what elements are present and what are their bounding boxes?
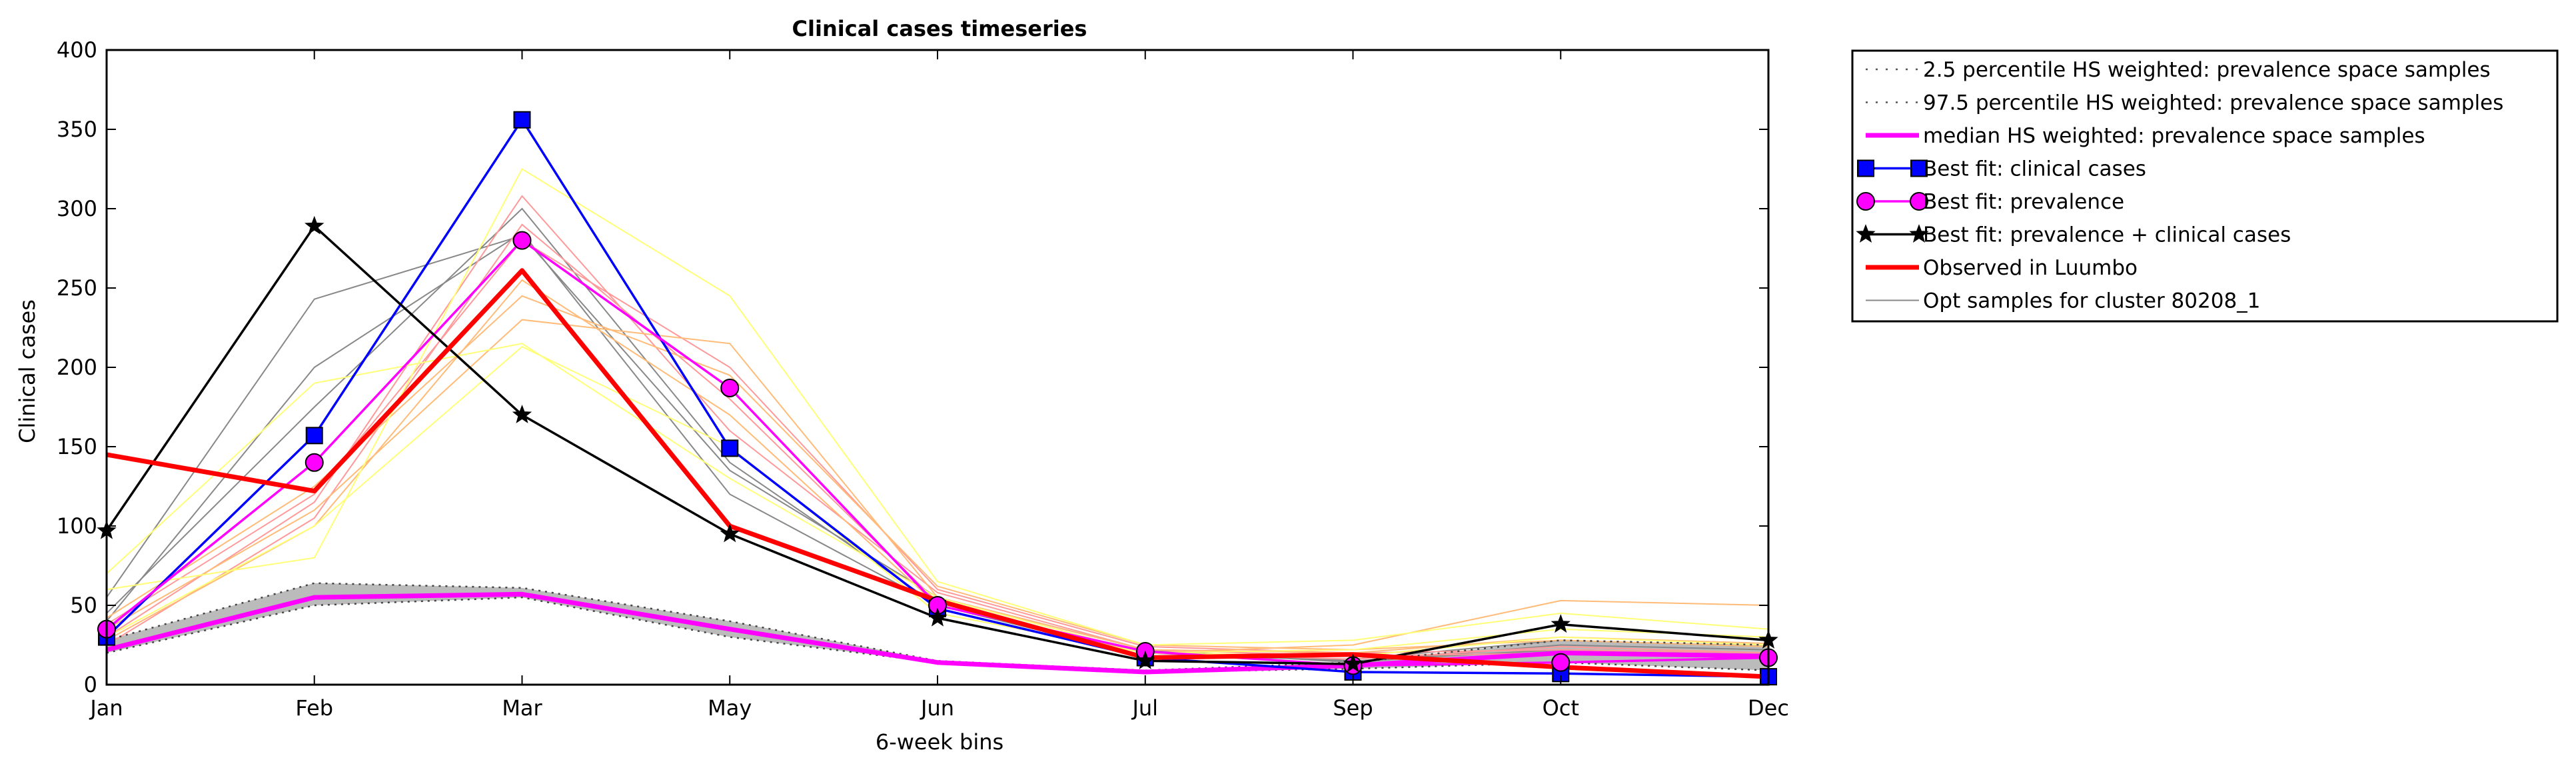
series-point-best_both-6 bbox=[1135, 650, 1155, 669]
x-axis-label: 6-week bins bbox=[876, 729, 1003, 755]
x-tick-label-Jan: Jan bbox=[89, 695, 123, 721]
series-point-best_both-8 bbox=[1551, 614, 1571, 633]
x-tick-label-Jun: Jun bbox=[920, 695, 954, 721]
x-tick-label-Mar: Mar bbox=[502, 695, 542, 721]
legend-marker-left-4 bbox=[1857, 159, 1874, 177]
sample-line-6 bbox=[106, 239, 1769, 654]
x-tick-label-Sep: Sep bbox=[1333, 695, 1373, 721]
series-point-best_both-4 bbox=[720, 523, 740, 543]
legend-label-3: median HS weighted: prevalence space sam… bbox=[1923, 124, 2425, 148]
legend-label-8: Opt samples for cluster 80208_1 bbox=[1923, 289, 2260, 313]
legend-marker-right-5 bbox=[1910, 192, 1928, 211]
series-point-best_prevalence-2 bbox=[305, 453, 324, 472]
x-tick-label-May: May bbox=[708, 695, 752, 721]
x-tick-label-Dec: Dec bbox=[1748, 695, 1789, 721]
y-tick-label-200: 200 bbox=[57, 355, 97, 380]
series-line-p975 bbox=[106, 582, 1769, 671]
legend-marker-right-4 bbox=[1910, 159, 1928, 177]
legend-frame bbox=[1851, 49, 2559, 323]
series-line-median bbox=[106, 591, 1769, 675]
sample-line-4 bbox=[106, 195, 1769, 657]
y-tick-label-250: 250 bbox=[57, 275, 97, 301]
percentile-band bbox=[107, 583, 1768, 672]
y-tick-label-50: 50 bbox=[70, 593, 97, 618]
x-tick-label-Jul: Jul bbox=[1131, 695, 1158, 721]
legend-label-5: Best fit: prevalence bbox=[1923, 190, 2124, 214]
y-tick-label-350: 350 bbox=[57, 117, 97, 142]
y-tick-label-150: 150 bbox=[57, 434, 97, 459]
legend-label-2: 97.5 percentile HS weighted: prevalence … bbox=[1923, 91, 2503, 115]
chart-title: Clinical cases timeseries bbox=[792, 16, 1087, 41]
legend: 2.5 percentile HS weighted: prevalence s… bbox=[1851, 49, 2559, 323]
series-point-best_both-3 bbox=[512, 404, 532, 423]
x-tick-label-Oct: Oct bbox=[1543, 695, 1579, 721]
legend-label-6: Best fit: prevalence + clinical cases bbox=[1923, 223, 2291, 247]
series-point-best_prevalence-3 bbox=[512, 231, 532, 250]
series-point-best_clinical-2 bbox=[305, 427, 323, 445]
series-point-best_clinical-4 bbox=[721, 439, 739, 457]
legend-label-1: 2.5 percentile HS weighted: prevalence s… bbox=[1923, 58, 2491, 82]
legend-marker-left-5 bbox=[1856, 192, 1875, 211]
series-point-best_prevalence-4 bbox=[720, 378, 740, 397]
axis-ticks: 0 50 100 150 200 250 300 350 400 Jan Feb Mar May Jun J… bbox=[57, 37, 1789, 721]
plot-area bbox=[97, 111, 1778, 686]
y-axis-label: Clinical cases bbox=[15, 299, 40, 443]
sample-line-10 bbox=[106, 168, 1769, 646]
legend-label-4: Best fit: clinical cases bbox=[1923, 157, 2146, 181]
y-tick-label-0: 0 bbox=[84, 672, 97, 697]
series-point-best_both-7 bbox=[1343, 653, 1363, 673]
legend-marker-left-6 bbox=[1856, 224, 1876, 243]
series-point-best_both-2 bbox=[305, 215, 324, 235]
series-point-best_both-5 bbox=[928, 607, 948, 627]
x-tick-label-Feb: Feb bbox=[295, 695, 333, 721]
legend-label-7: Observed in Luumbo bbox=[1923, 256, 2138, 280]
y-tick-label-100: 100 bbox=[57, 513, 97, 539]
series-point-best_clinical-3 bbox=[513, 111, 531, 129]
y-tick-label-300: 300 bbox=[57, 196, 97, 221]
series-point-best_prevalence-8 bbox=[1551, 653, 1571, 672]
legend-marker-right-6 bbox=[1909, 224, 1929, 243]
y-tick-label-400: 400 bbox=[57, 37, 97, 63]
